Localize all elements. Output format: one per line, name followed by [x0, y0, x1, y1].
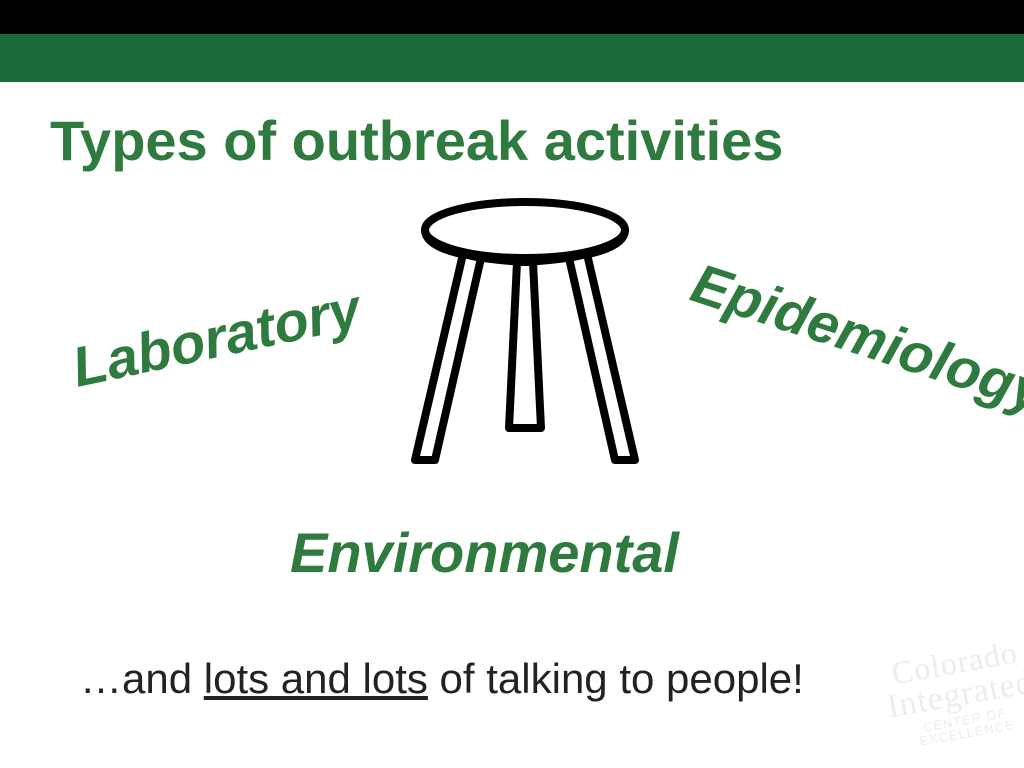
watermark-line1: Colorado — [879, 634, 1024, 691]
label-epidemiology: Epidemiology — [684, 250, 1024, 425]
footer-prefix: …and — [80, 655, 204, 702]
top-black-bar — [0, 0, 1024, 34]
top-green-bar — [0, 34, 1024, 82]
watermark-badge: Colorado Integrated CENTER OF EXCELLENCE — [879, 634, 1024, 752]
label-environmental: Environmental — [290, 520, 679, 585]
footer-underlined: lots and lots — [204, 655, 428, 702]
stool-leg-right — [569, 254, 635, 460]
slide-root: Types of outbreak activities Laboratory … — [0, 0, 1024, 768]
watermark-line4: EXCELLENCE — [893, 714, 1024, 752]
stool-icon — [395, 190, 655, 470]
slide-title: Types of outbreak activities — [50, 108, 783, 173]
stool-leg-center — [509, 262, 541, 428]
stool-leg-left — [415, 254, 481, 460]
footer-suffix: of talking to people! — [428, 655, 804, 702]
stool-diagram — [395, 190, 655, 470]
watermark-line3: CENTER OF — [891, 701, 1024, 739]
footer-text: …and lots and lots of talking to people! — [80, 655, 804, 703]
label-laboratory: Laboratory — [66, 275, 366, 399]
watermark-line2: Integrated — [885, 665, 1024, 724]
